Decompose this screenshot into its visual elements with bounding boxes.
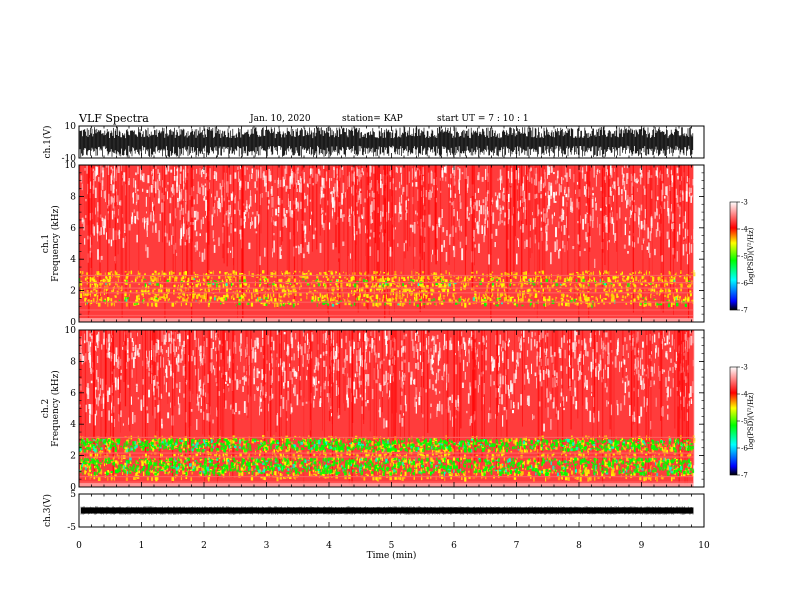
ch1-spectrogram-colorbar <box>729 201 738 311</box>
ch3-waveform-ylabel: ch.3(V) <box>42 494 53 527</box>
x-tick-label: 10 <box>698 541 710 551</box>
x-tick-label: 1 <box>139 541 145 551</box>
ch1-waveform-ytick-label: 10 <box>65 122 77 132</box>
ch1-spectrogram-ytick-label: 2 <box>70 287 76 297</box>
ch1-spectrogram-ytick-label: 4 <box>70 255 76 265</box>
ch1-spectrogram-colorbar-tick: -3 <box>741 199 748 207</box>
ch1-spectrogram-ytick-label: 10 <box>65 161 77 171</box>
ch2-spectrogram-image <box>79 330 696 487</box>
ch1-spectrogram-colorbar-tick: -6 <box>741 280 748 288</box>
ch2-spectrogram-colorbar-label: log(PSD)(V²/Hz) <box>747 392 755 449</box>
ch2-spectrogram-ytick-label: 2 <box>70 452 76 462</box>
ch2-spectrogram-ytick-label: 0 <box>70 483 76 493</box>
ch1-spectrogram-colorbar-tick: -7 <box>741 307 748 315</box>
ch2-spectrogram-ylabel: ch.2 <box>41 399 51 418</box>
ch1-spectrogram-image <box>79 165 696 322</box>
header-start-time: start UT = 7 : 10 : 1 <box>437 114 529 124</box>
x-tick-label: 4 <box>326 541 332 551</box>
ch1-spectrogram-ylabel: Frequency (kHz) <box>50 205 61 282</box>
ch2-spectrogram-ytick-label: 4 <box>70 420 76 430</box>
ch2-spectrogram-ytick-label: 8 <box>70 357 76 367</box>
x-tick-label: 9 <box>639 541 645 551</box>
ch1-spectrogram-ytick-label: 6 <box>70 224 76 234</box>
ch1-spectrogram-colorbar-tick: -5 <box>741 253 748 261</box>
ch2-spectrogram-colorbar-tick: -7 <box>741 472 748 480</box>
header-date: Jan. 10, 2020 <box>250 114 311 124</box>
header-title: VLF Spectra <box>79 112 149 125</box>
ch3-waveform-ytick-label: -5 <box>67 523 76 533</box>
ch2-spectrogram-colorbar-tick: -3 <box>741 364 748 372</box>
ch2-spectrogram-ytick-label: 6 <box>70 389 76 399</box>
ch1-waveform-ylabel: ch.1(V) <box>42 126 53 159</box>
ch3-waveform-noise <box>80 506 694 515</box>
ch1-spectrogram-ytick-label: 8 <box>70 192 76 202</box>
x-axis-label: Time (min) <box>367 550 417 561</box>
ch2-spectrogram-colorbar <box>729 366 738 476</box>
ch2-spectrogram-colorbar-tick: -5 <box>741 418 748 426</box>
ch1-spectrogram-colorbar-label: log(PSD)(V²/Hz) <box>747 227 755 284</box>
ch1-spectrogram-colorbar-tick: -4 <box>741 226 748 234</box>
ch1-spectrogram-ylabel: ch.1 <box>41 234 51 253</box>
ch1-waveform-ytick-label: -10 <box>62 154 77 164</box>
ch3-waveform-ytick-label: 5 <box>70 490 76 500</box>
ch2-spectrogram-colorbar-tick: -6 <box>741 445 748 453</box>
x-tick-label: 7 <box>514 541 520 551</box>
x-tick-label: 0 <box>76 541 82 551</box>
header-station: station= KAP <box>342 114 403 124</box>
ch1-waveform-trace <box>79 126 694 158</box>
ch2-spectrogram-ylabel: Frequency (kHz) <box>50 370 61 447</box>
x-tick-label: 8 <box>576 541 582 551</box>
ch2-spectrogram-colorbar-tick: -4 <box>741 391 748 399</box>
x-tick-label: 5 <box>389 541 395 551</box>
x-tick-label: 2 <box>201 541 207 551</box>
x-tick-label: 6 <box>451 541 457 551</box>
ch1-spectrogram-ytick-label: 0 <box>70 318 76 328</box>
ch2-spectrogram-ytick-label: 10 <box>65 326 77 336</box>
x-tick-label: 3 <box>264 541 270 551</box>
